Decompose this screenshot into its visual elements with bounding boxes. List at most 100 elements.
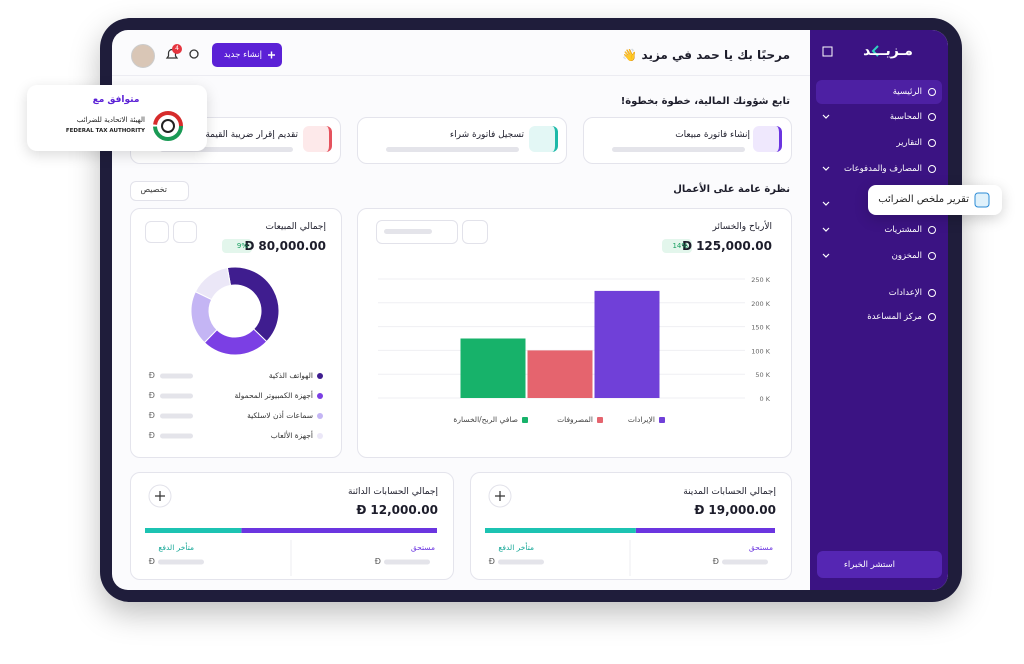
amount-value: 80,000.00 (258, 239, 326, 253)
section-title: تابع شؤونك المالية، خطوة بخطوة! (620, 96, 790, 107)
action-label[interactable]: تقديم إقرار ضريبة القيمة (205, 130, 298, 140)
placeholder (612, 147, 745, 152)
y-tick-label: 150 K (751, 324, 770, 332)
logo: مـزيـــد (863, 43, 913, 59)
legend-label: سماعات أذن لاسلكية (247, 411, 313, 420)
customize-label[interactable]: تخصيص (140, 185, 167, 194)
change-badge (662, 239, 692, 253)
avatar[interactable] (131, 44, 155, 68)
menu-item[interactable]: المشتريات (884, 225, 922, 235)
currency-symbol: Đ (682, 239, 693, 253)
expand-button[interactable] (173, 221, 197, 243)
due-label: مستحق (410, 543, 435, 552)
chevron (822, 114, 830, 119)
bar (594, 290, 660, 398)
placeholder (722, 559, 768, 565)
currency-symbol: Đ (488, 557, 495, 566)
amount: Đ 12,000.00 (356, 502, 438, 518)
cta-label[interactable]: استشر الخبراء (843, 560, 895, 570)
placeholder (160, 147, 293, 152)
amount-value: 12,000.00 (370, 503, 438, 517)
menu-item[interactable]: المخزون (891, 251, 922, 261)
menu-icon (928, 226, 936, 234)
card-title: إجمالي المبيعات (265, 222, 326, 232)
greeting: مرحبًا بك يا حمد في مزيد 👋 (622, 48, 790, 62)
legend-label: الإيرادات (627, 415, 655, 424)
menu-item[interactable]: الرئيسية (892, 87, 922, 97)
y-tick-label: 250 K (751, 276, 770, 284)
currency-symbol: Đ (148, 411, 155, 420)
menu-icon (928, 88, 936, 96)
chevron (822, 253, 830, 258)
profit-card (357, 208, 792, 458)
legend-dot (317, 413, 323, 419)
search-icon (189, 49, 199, 59)
currency-symbol: Đ (148, 557, 155, 566)
amount: Đ 125,000.00 (682, 238, 772, 254)
card-title: الأرباح والخسائر (712, 222, 772, 232)
card-title: إجمالي الحسابات الدائنة (347, 487, 438, 497)
badge-caption: متوافق مع (92, 95, 140, 105)
placeholder (386, 147, 519, 152)
amount: Đ 80,000.00 (244, 238, 326, 254)
collapse-icon (822, 46, 833, 57)
donut-segment (194, 267, 232, 301)
fta-logo (153, 111, 183, 141)
menu-item[interactable]: مركز المساعدة (867, 312, 922, 322)
y-tick-label: 200 K (751, 300, 770, 308)
legend-dot (317, 433, 323, 439)
menu-item[interactable]: المصارف والمدفوعات (844, 164, 922, 174)
overdue-bar (485, 528, 636, 533)
action-label[interactable]: تسجيل فاتورة شراء (449, 130, 524, 140)
currency-symbol: Đ (244, 239, 255, 253)
overdue-bar (145, 528, 242, 533)
popup-icon (974, 192, 990, 208)
header-divider (112, 75, 810, 76)
customize-button[interactable] (130, 181, 189, 201)
legend-dot (317, 393, 323, 399)
chevron (822, 166, 830, 171)
placeholder (498, 559, 544, 565)
y-tick-label: 100 K (751, 347, 770, 355)
filter-button[interactable] (462, 220, 488, 244)
legend-label: أجهزة الكمبيوتر المحمولة (234, 391, 313, 400)
y-tick-label: 0 K (760, 395, 771, 403)
new-button-label[interactable]: إنشاء جديد (223, 50, 262, 60)
change-badge (222, 239, 252, 253)
y-tick-label: 50 K (755, 371, 770, 379)
badge-name-en: FEDERAL TAX AUTHORITY (65, 128, 145, 134)
currency-symbol: Đ (148, 371, 155, 380)
menu-item[interactable]: الإعدادات (888, 288, 922, 298)
popup-label[interactable]: تقرير ملخص الضرائب (878, 194, 969, 205)
placeholder (384, 229, 432, 234)
plus-icon (495, 491, 505, 501)
action-icon (529, 126, 558, 152)
menu-item[interactable]: التقارير (896, 138, 922, 148)
currency-symbol: Đ (356, 503, 367, 517)
menu-item[interactable]: المحاسبة (889, 112, 922, 122)
action-label[interactable]: إنشاء فاتورة مبيعات (675, 130, 750, 140)
due-bar (241, 528, 437, 533)
currency-symbol: Đ (374, 557, 381, 566)
amount-value: 19,000.00 (708, 503, 776, 517)
plus-icon (268, 51, 275, 59)
logo-mark (871, 45, 879, 57)
legend-swatch (597, 417, 603, 423)
currency-symbol: Đ (148, 431, 155, 440)
legend-swatch (522, 417, 528, 423)
menu-icon (928, 313, 936, 321)
notification-badge (172, 44, 182, 54)
legend-label: أجهزة الألعاب (270, 431, 313, 440)
due-bar (635, 528, 775, 533)
placeholder (158, 559, 204, 565)
legend-label: الهواتف الذكية (268, 371, 313, 380)
menu-icon (928, 165, 936, 173)
amount-value: 125,000.00 (696, 239, 772, 253)
placeholder (384, 559, 430, 565)
bar (460, 338, 526, 398)
sidebar-active[interactable] (816, 80, 942, 104)
change-label: 9% (236, 242, 248, 250)
sidebar-cta[interactable] (817, 551, 942, 578)
date-button[interactable] (145, 221, 169, 243)
